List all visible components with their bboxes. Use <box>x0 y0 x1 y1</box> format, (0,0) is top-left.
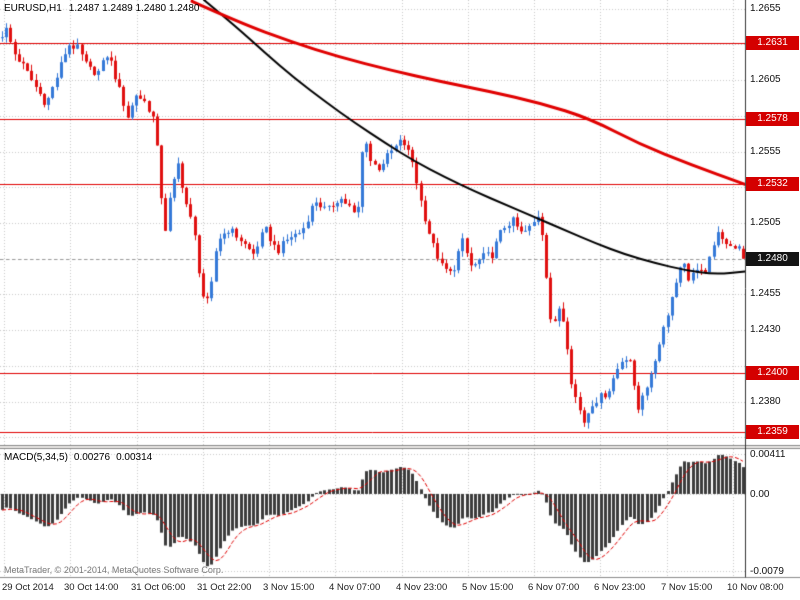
price-tick-label: 1.2505 <box>750 217 781 228</box>
price-axis[interactable]: 1.2655 1.2605 1.2555 1.2505 1.2455 1.2430 1.23… <box>746 0 800 578</box>
price-tick-label: 1.2380 <box>750 395 781 407</box>
price-level-badge: 1.2400 <box>746 366 799 381</box>
time-tick-label: 4 Nov 23:00 <box>396 582 448 593</box>
price-level-badge: 1.2578 <box>746 111 799 126</box>
macd-main-value: 0.00276 <box>73 452 111 463</box>
current-price-badge: 1.2480 <box>746 251 799 266</box>
time-tick-label: 6 Nov 07:00 <box>528 582 580 593</box>
macd-name-label: MACD(5,34,5) <box>4 452 68 463</box>
price-tick-label: 1.2605 <box>750 74 781 86</box>
time-tick-label: 3 Nov 15:00 <box>263 582 315 593</box>
time-tick-label: 4 Nov 07:00 <box>329 582 381 593</box>
time-tick-label: 5 Nov 15:00 <box>462 582 514 593</box>
time-tick-label: 31 Oct 22:00 <box>197 582 252 593</box>
price-tick-label: 1.2455 <box>750 288 781 300</box>
symbol-timeframe-label: EURUSD,H1 <box>4 3 62 14</box>
price-level-badge: 1.2359 <box>746 424 799 439</box>
macd-signal-value: 0.00314 <box>116 452 153 463</box>
copyright-text: MetaTrader, © 2001-2014, MetaQuotes Soft… <box>4 565 224 575</box>
time-axis[interactable]: 29 Oct 2014 30 Oct 14:00 31 Oct 06:00 31 Oc… <box>0 580 800 598</box>
time-tick-label: 6 Nov 23:00 <box>594 582 646 593</box>
macd-indicator-label: MACD(5,34,5) 0.00276 0.00314 <box>4 452 152 463</box>
time-tick-label: 31 Oct 06:00 <box>131 582 186 593</box>
price-level-badge: 1.2631 <box>746 35 799 50</box>
price-level-badge: 1.2532 <box>746 177 799 192</box>
macd-tick-label: -0.0079 <box>750 566 784 578</box>
time-tick-label: 10 Nov 08:00 <box>727 582 784 593</box>
chart-title: EURUSD,H1 1.2487 1.2489 1.2480 1.2480 <box>4 3 199 14</box>
price-tick-label: 1.2555 <box>750 145 781 157</box>
price-tick-label: 1.2430 <box>750 324 781 336</box>
price-tick-label: 1.2655 <box>750 2 781 14</box>
time-tick-label: 7 Nov 15:00 <box>661 582 713 593</box>
ohlc-readout: 1.2487 1.2489 1.2480 1.2480 <box>68 3 200 14</box>
time-tick-label: 30 Oct 14:00 <box>64 582 119 593</box>
macd-tick-label: 0.00411 <box>750 448 786 460</box>
macd-tick-label: 0.00 <box>750 488 770 500</box>
time-tick-label: 29 Oct 2014 <box>2 582 54 593</box>
